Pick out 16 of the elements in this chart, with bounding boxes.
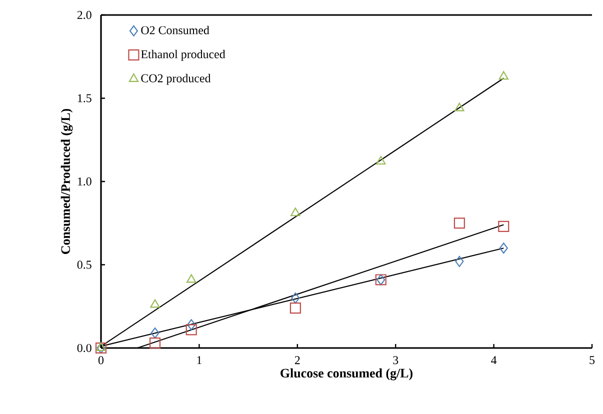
x-tick-label: 0 [98,356,104,364]
x-tick-label: 4 [491,356,497,364]
x-axis-title: Glucose consumed (g/L) [280,368,412,380]
x-tick-label: 5 [590,356,595,364]
y-tick-label: 0.0 [77,344,92,352]
x-tick-label: 2 [294,356,300,364]
y-tick-label: 2.0 [77,10,92,20]
y-tick-label: 1.0 [78,177,92,186]
legend-label: Ethanol produced [141,50,226,61]
x-tick-label: 3 [393,356,398,364]
x-tick-label: 1 [197,356,202,364]
y-tick-label: 1.5 [78,94,92,102]
y-axis-title: Consumed/Produced (g/L) [60,108,73,254]
y-tick-label: 0.5 [77,260,92,269]
legend-label: O2 Consumed [141,26,210,34]
legend-label: CO2 produced [141,74,211,85]
